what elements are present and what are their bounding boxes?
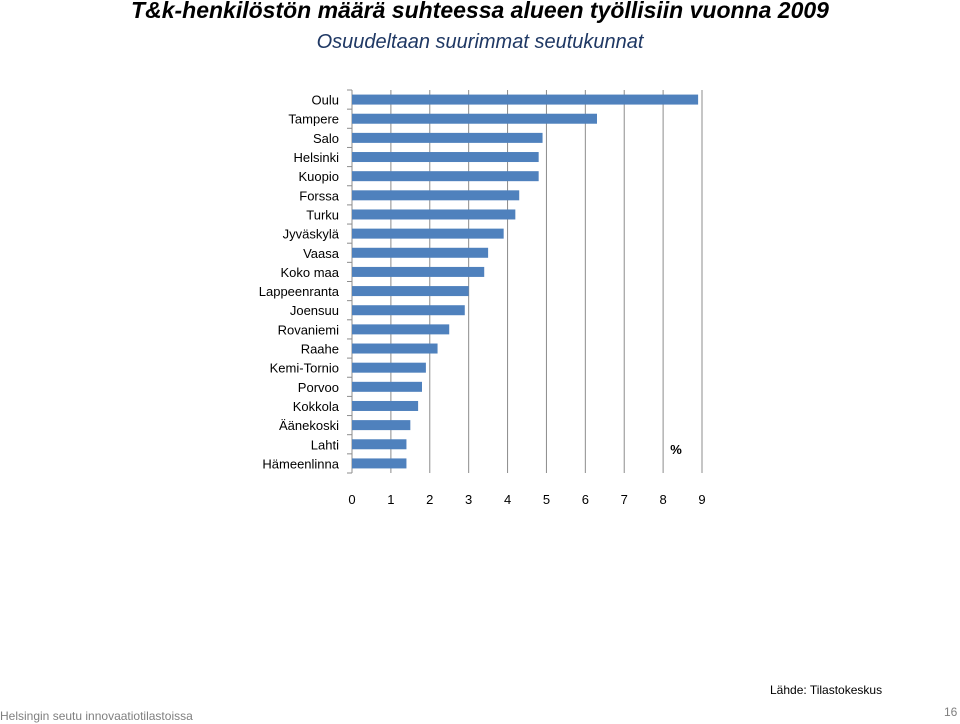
x-tick-label: 5 xyxy=(543,492,550,507)
category-label: Vaasa xyxy=(303,246,340,261)
chart-subtitle: Osuudeltaan suurimmat seutukunnat xyxy=(316,31,644,53)
page-number: 16 xyxy=(944,705,958,719)
category-label: Raahe xyxy=(301,342,339,357)
bar xyxy=(352,362,426,373)
category-label: Turku xyxy=(306,207,339,222)
x-tick-label: 1 xyxy=(387,492,394,507)
category-label: Jyväskylä xyxy=(283,227,340,242)
x-tick-label: 2 xyxy=(426,492,433,507)
bar xyxy=(352,171,539,182)
bar xyxy=(352,305,465,316)
category-label: Forssa xyxy=(299,188,340,203)
category-label: Helsinki xyxy=(293,150,339,165)
bar xyxy=(352,113,597,124)
category-label: Kemi-Tornio xyxy=(270,361,339,376)
bar xyxy=(352,343,438,354)
bar xyxy=(352,190,520,201)
x-tick-label: 4 xyxy=(504,492,511,507)
x-tick-label: 9 xyxy=(698,492,705,507)
bar xyxy=(352,266,485,277)
unit-label: % xyxy=(670,442,682,457)
category-label: Hämeenlinna xyxy=(262,456,339,471)
x-tick-label: 0 xyxy=(348,492,355,507)
bar xyxy=(352,94,699,105)
bar xyxy=(352,324,450,335)
source-note: Lähde: Tilastokeskus xyxy=(770,683,883,697)
category-label: Porvoo xyxy=(298,380,339,395)
category-label: Kuopio xyxy=(299,169,339,184)
bar xyxy=(352,228,504,239)
bar xyxy=(352,132,543,143)
chart-title: T&k-henkilöstön määrä suhteessa alueen t… xyxy=(131,0,829,23)
category-label: Salo xyxy=(313,131,339,146)
x-tick-label: 7 xyxy=(621,492,628,507)
x-tick-label: 6 xyxy=(582,492,589,507)
bar xyxy=(352,247,489,258)
category-label: Joensuu xyxy=(290,303,339,318)
x-tick-label: 8 xyxy=(659,492,666,507)
bar xyxy=(352,152,539,163)
category-label: Lahti xyxy=(311,437,339,452)
category-label: Oulu xyxy=(312,93,339,108)
footer-text: Helsingin seutu innovaatiotilastoissa xyxy=(0,709,193,723)
bar xyxy=(352,458,407,469)
category-label: Koko maa xyxy=(280,265,339,280)
bar xyxy=(352,439,407,450)
category-label: Lappeenranta xyxy=(259,284,340,299)
bar xyxy=(352,286,469,297)
bar xyxy=(352,381,422,392)
category-label: Äänekoski xyxy=(279,418,339,433)
category-label: Kokkola xyxy=(293,399,340,414)
category-label: Rovaniemi xyxy=(278,322,340,337)
bar xyxy=(352,420,411,431)
bar xyxy=(352,209,516,220)
category-label: Tampere xyxy=(288,112,339,127)
x-tick-label: 3 xyxy=(465,492,472,507)
bar xyxy=(352,400,419,411)
